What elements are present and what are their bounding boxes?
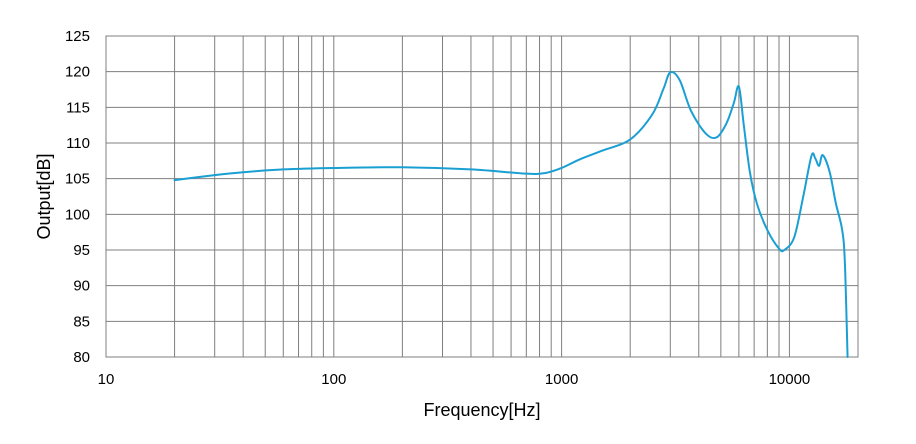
y-axis-label: Output[dB] — [34, 153, 54, 239]
y-tick-label: 105 — [65, 171, 90, 188]
y-tick-label: 80 — [73, 349, 90, 366]
series-line — [173, 71, 849, 358]
plot-frame — [105, 35, 859, 358]
y-tick-label: 125 — [65, 28, 90, 45]
x-tick-label: 100 — [321, 371, 346, 388]
y-tick-label: 110 — [66, 135, 90, 152]
grid — [106, 35, 858, 358]
y-tick-label: 90 — [73, 278, 90, 295]
y-tick-label: 120 — [65, 64, 90, 81]
y-tick-label: 100 — [65, 206, 90, 223]
x-tick-label: 10 — [98, 371, 115, 388]
y-tick-label: 115 — [66, 99, 90, 116]
x-axis-label: Frequency[Hz] — [423, 400, 540, 420]
x-tick-label: 1000 — [545, 371, 578, 388]
tick-labels: 80 85 90 95 100 105 110 115 120 125 10 100 1000 10000 — [65, 28, 810, 388]
x-tick-label: 10000 — [769, 371, 811, 388]
y-tick-label: 95 — [73, 242, 90, 259]
y-tick-label: 85 — [73, 313, 90, 330]
